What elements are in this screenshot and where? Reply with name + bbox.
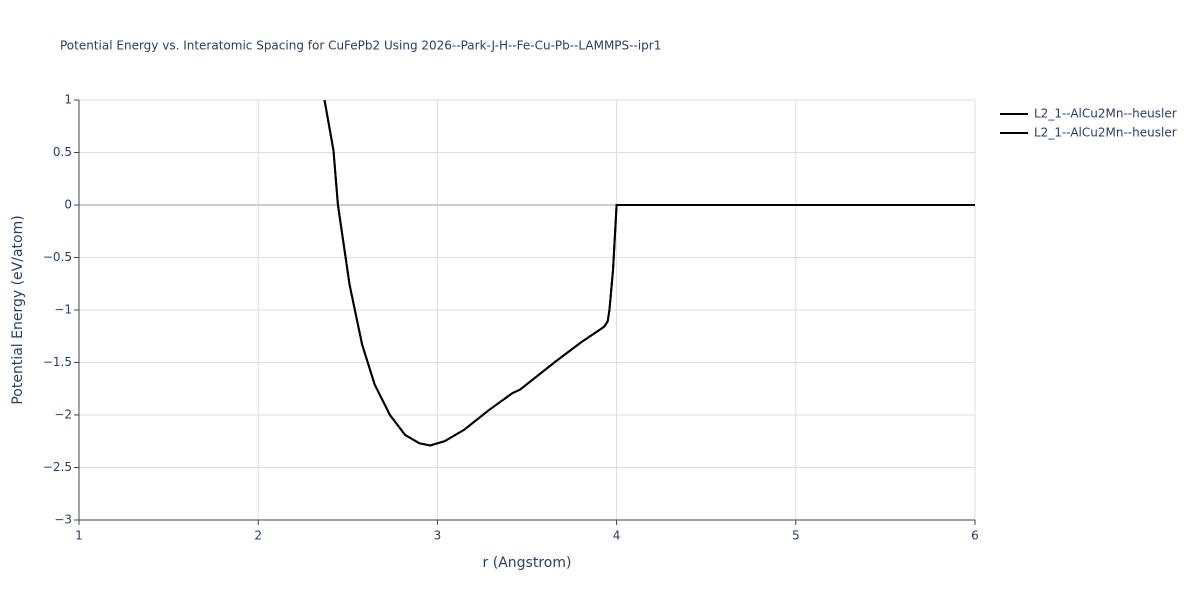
x-tick-label: 2 (254, 529, 262, 543)
legend-label: L2_1--AlCu2Mn--heusler (1034, 107, 1177, 121)
y-tick-label: −1 (54, 303, 72, 317)
y-tick-label: −2 (54, 408, 72, 422)
series-line (323, 100, 975, 447)
y-tick-label: −1.5 (43, 355, 72, 369)
x-tick-label: 5 (792, 529, 800, 543)
x-tick-label: 3 (434, 529, 442, 543)
y-tick-label: −0.5 (43, 250, 72, 264)
legend-label: L2_1--AlCu2Mn--heusler (1034, 126, 1177, 140)
y-tick-label: 0.5 (53, 145, 72, 159)
y-tick-label: −3 (54, 513, 72, 527)
x-tick-label: 4 (613, 529, 621, 543)
chart-title: Potential Energy vs. Interatomic Spacing… (60, 39, 661, 53)
y-tick-label: 1 (64, 93, 72, 107)
x-tick-label: 6 (971, 529, 979, 543)
series-line (323, 100, 975, 447)
y-tick-label: −2.5 (43, 460, 72, 474)
x-tick-label: 1 (75, 529, 83, 543)
y-tick-label: 0 (64, 198, 72, 212)
x-axis-title: r (Angstrom) (483, 555, 572, 571)
y-axis-title: Potential Energy (eV/atom) (10, 215, 26, 404)
